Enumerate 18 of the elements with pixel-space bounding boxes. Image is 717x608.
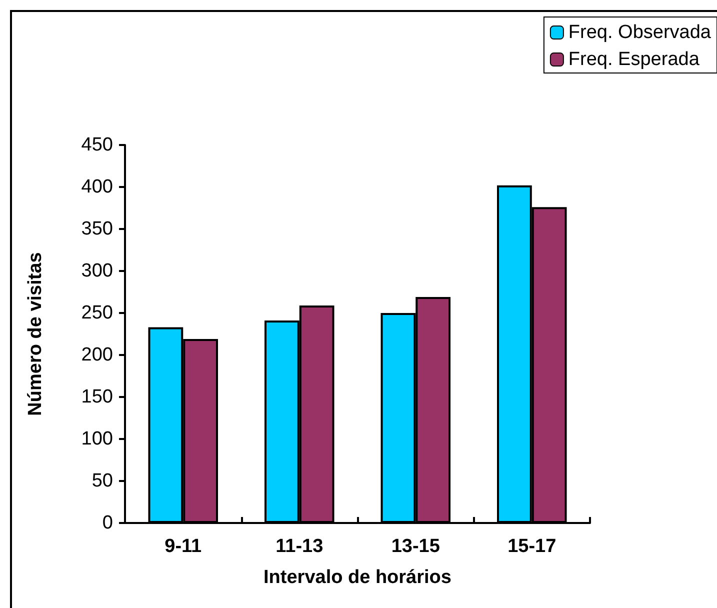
y-tick-label: 400 [81, 176, 113, 198]
x-axis-title: Intervalo de horários [264, 567, 452, 588]
y-tick-label: 150 [81, 386, 113, 408]
y-tick-label: 100 [81, 428, 113, 450]
x-tick-label: 13-15 [391, 536, 440, 557]
x-tick-label: 9-11 [164, 536, 202, 557]
y-tick-label: 0 [102, 512, 113, 534]
x-tick-label: 15-17 [508, 536, 556, 557]
y-axis-title: Número de visitas [25, 252, 46, 416]
legend-label: Freq. Observada [568, 22, 712, 43]
y-tick-label: 250 [81, 302, 113, 324]
y-tick-label: 450 [81, 134, 113, 156]
legend-label: Freq. Esperada [568, 49, 700, 70]
y-tick-label: 50 [92, 470, 113, 492]
y-tick-label: 350 [81, 218, 113, 240]
y-tick-label: 200 [81, 344, 113, 366]
y-tick-label: 300 [81, 260, 113, 282]
x-tick-label: 11-13 [276, 536, 324, 557]
